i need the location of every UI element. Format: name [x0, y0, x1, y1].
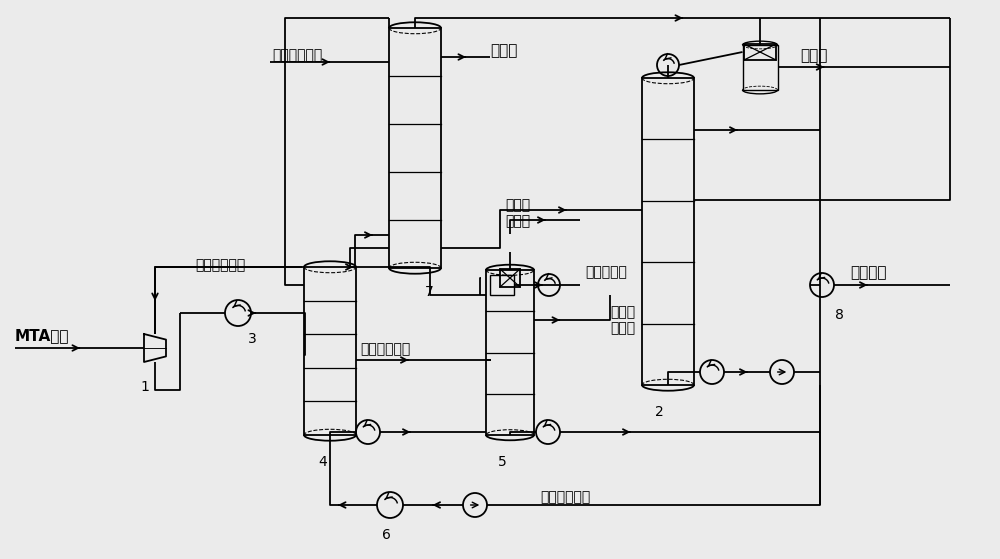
Bar: [744, 44, 776, 60]
Text: 8: 8: [835, 308, 844, 322]
Text: 液相碳四物料: 液相碳四物料: [540, 490, 590, 504]
Text: 富汽油
吸附剂: 富汽油 吸附剂: [505, 198, 530, 228]
Text: 5: 5: [498, 455, 507, 469]
Text: 贫汽油吸附剂: 贫汽油吸附剂: [272, 48, 322, 62]
Text: 不凝气: 不凝气: [800, 48, 827, 63]
Text: 6: 6: [382, 528, 391, 542]
Bar: [642, 78, 694, 385]
Text: MTA干气: MTA干气: [15, 328, 70, 343]
Text: 2: 2: [655, 405, 664, 419]
Text: 富碳四吸收剂: 富碳四吸收剂: [360, 342, 410, 356]
Text: 甲烷氢: 甲烷氢: [490, 43, 517, 58]
Bar: [389, 28, 441, 268]
Bar: [304, 267, 356, 435]
Text: 碳二提浓气: 碳二提浓气: [585, 265, 627, 279]
Text: 抽出芳烃: 抽出芳烃: [850, 265, 887, 280]
Bar: [486, 270, 534, 435]
Text: 抽出碳
四物料: 抽出碳 四物料: [610, 305, 635, 335]
Text: 3: 3: [248, 332, 257, 346]
Text: 1: 1: [140, 380, 149, 394]
Bar: [500, 269, 520, 287]
Text: 4: 4: [318, 455, 327, 469]
Text: 贫碳四吸收剂: 贫碳四吸收剂: [195, 258, 245, 272]
Bar: [490, 275, 514, 295]
Text: 7: 7: [425, 285, 434, 299]
Bar: [742, 45, 778, 90]
